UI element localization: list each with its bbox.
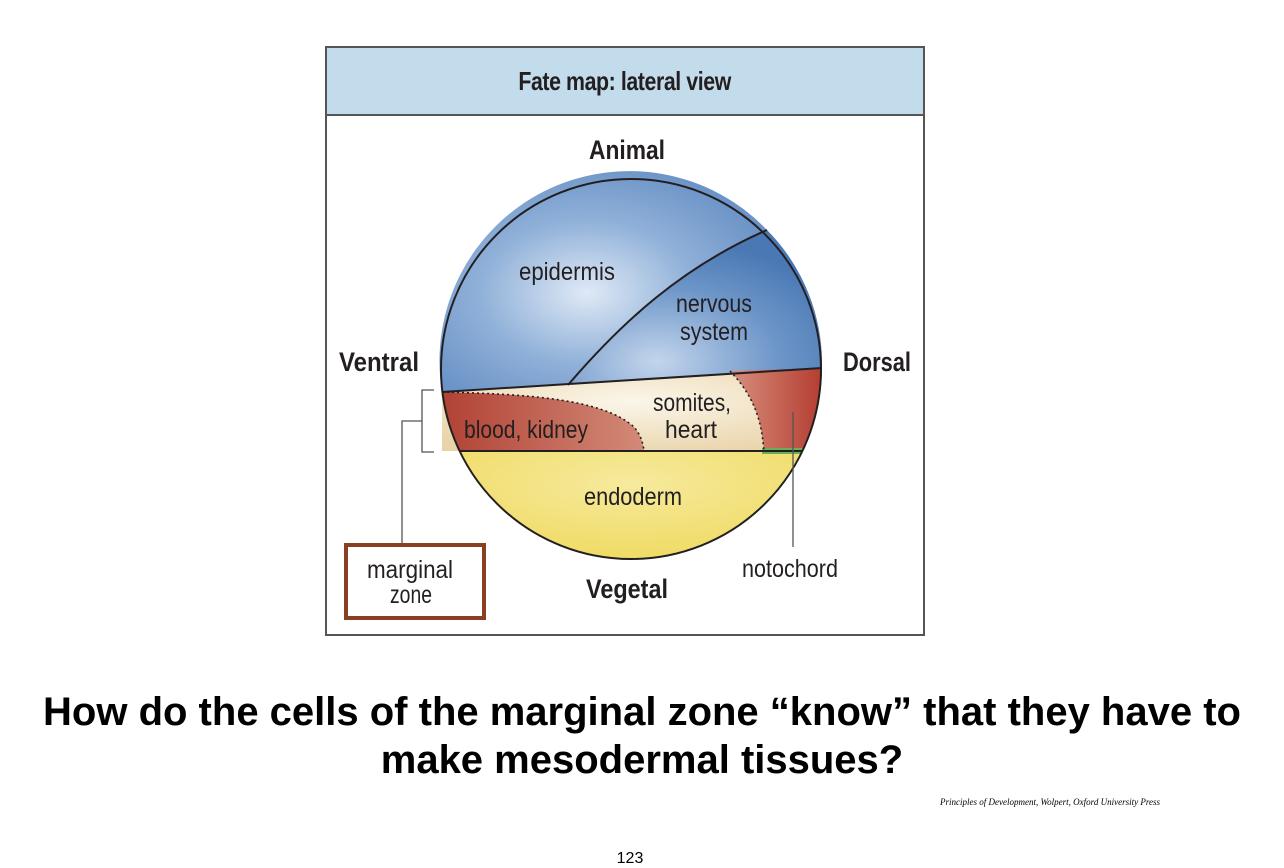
blood-kidney-label: blood, kidney	[464, 416, 588, 444]
vegetal-pole-label: Vegetal	[586, 574, 668, 604]
notochord-label: notochord	[742, 555, 838, 583]
page-number: 123	[616, 850, 644, 867]
region-dorsal-mesoderm	[730, 368, 822, 451]
marginal-zone-bracket	[401, 389, 434, 545]
slide-question: How do the cells of the marginal zone “k…	[43, 690, 1241, 782]
region-blood-kidney	[442, 392, 644, 451]
animal-pole-label: Animal	[589, 135, 665, 165]
somites-heart-label-line2: heart	[665, 416, 717, 444]
marginal-zone-box	[344, 543, 486, 620]
endoderm-label: endoderm	[584, 483, 682, 511]
region-nervous-system	[568, 230, 823, 385]
figure-title: Fate map: lateral view	[518, 65, 732, 96]
nervous-system-label-line1: nervous	[676, 290, 752, 318]
dotted-boundaries	[441, 370, 765, 452]
ventral-label: Ventral	[339, 347, 419, 377]
epidermis-label: epidermis	[519, 258, 615, 286]
marginal-zone-label-line1: marginal	[367, 556, 453, 584]
fate-map-diagram: Animal Vegetal Ventral Dorsal epidermis …	[339, 135, 911, 620]
source-citation: Principles of Development, Wolpert, Oxfo…	[940, 797, 1160, 807]
dorsal-label: Dorsal	[843, 347, 911, 377]
region-epidermis	[439, 171, 767, 392]
nervous-system-label-line2: system	[680, 318, 748, 346]
marginal-zone-label-line2: zone	[390, 581, 432, 609]
fate-map-figure: Fate map: lateral view	[325, 46, 925, 636]
region-endoderm	[460, 451, 802, 559]
figure-header: Fate map: lateral view	[327, 48, 923, 116]
somites-heart-label-line1: somites,	[653, 389, 731, 417]
region-boundaries	[440, 178, 823, 560]
